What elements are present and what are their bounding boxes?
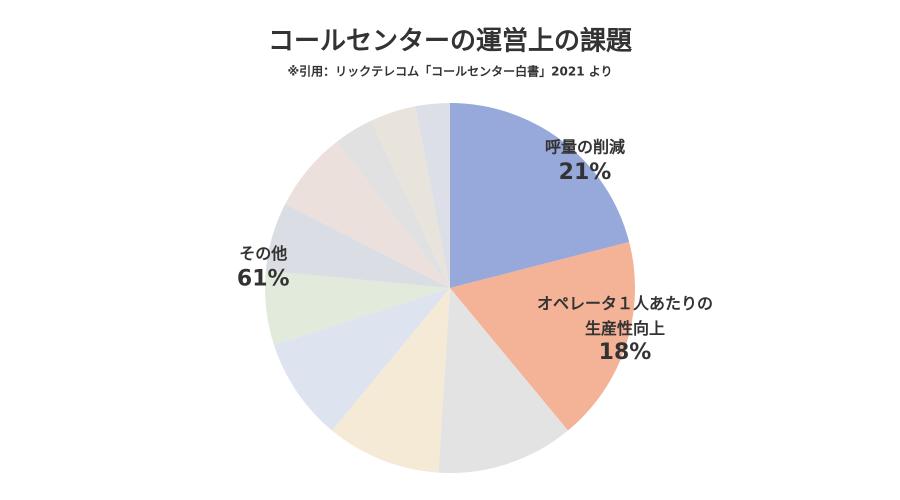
pie-slice bbox=[415, 103, 450, 288]
pie-slice bbox=[285, 141, 450, 288]
slice-label: 呼量の削減 bbox=[545, 138, 625, 157]
group-value-label: 61% bbox=[237, 267, 290, 292]
pie-slice bbox=[450, 103, 630, 288]
pie-slice bbox=[450, 241, 635, 431]
pie-slice bbox=[336, 120, 450, 288]
pie-slice bbox=[438, 288, 568, 473]
slice-value-label: 21% bbox=[559, 160, 612, 185]
pie-slice bbox=[265, 270, 450, 346]
slice-value-label: 18% bbox=[599, 340, 652, 365]
pie-slice bbox=[265, 204, 450, 288]
chart-title: コールセンターの運営上の課題 bbox=[268, 26, 633, 57]
pie-slice bbox=[332, 288, 450, 473]
slice-label: オペレータ１人あたりの生産性向上 bbox=[537, 294, 713, 338]
chart-subtitle: ※引用：リックテレコム「コールセンター白書」2021 より bbox=[287, 64, 612, 79]
group-label: その他 bbox=[239, 244, 287, 263]
pie-slice bbox=[274, 288, 450, 431]
pie-slice bbox=[371, 106, 450, 288]
